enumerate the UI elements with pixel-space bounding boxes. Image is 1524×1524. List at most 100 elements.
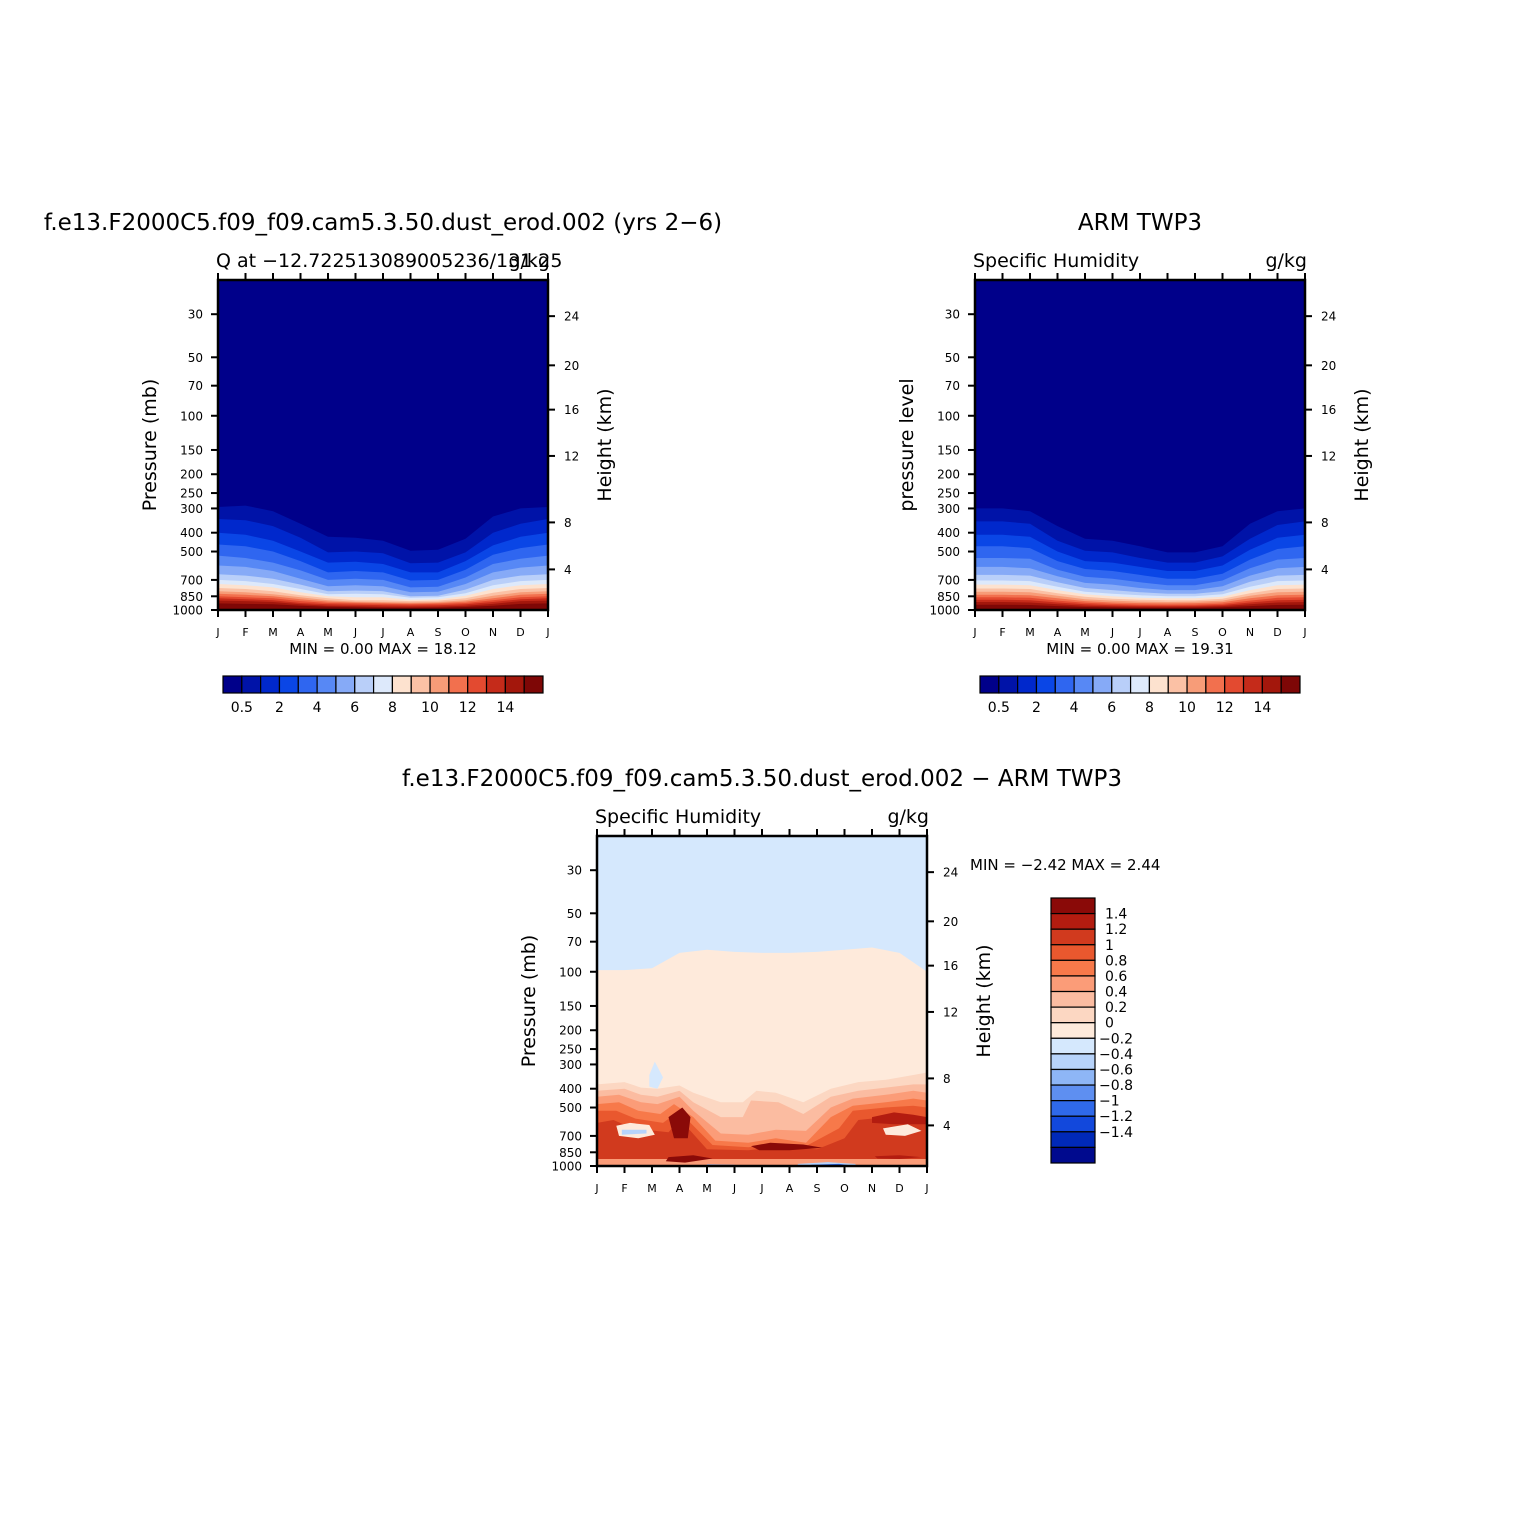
- x-tick-label: F: [621, 1182, 627, 1195]
- colorbar-swatch: [1050, 1115, 1096, 1133]
- colorbar-swatch: [1050, 912, 1096, 930]
- x-tick-label: N: [868, 1182, 876, 1195]
- contour-band: [751, 1142, 823, 1151]
- colorbar-label: 1.4: [1105, 907, 1127, 923]
- x-tick-label: O: [461, 626, 470, 639]
- colorbar-swatch: [1205, 675, 1226, 694]
- y-tick-label: 500: [559, 1101, 582, 1115]
- y-tick-label: 300: [559, 1058, 582, 1072]
- colorbar-swatch: [1129, 675, 1151, 694]
- x-tick-label: J: [353, 626, 357, 639]
- contour-band: [668, 1107, 691, 1139]
- y-tick-label: 400: [559, 1082, 582, 1096]
- y-tick-label: 150: [559, 999, 582, 1013]
- y-tick-label: 1000: [929, 604, 960, 618]
- y-tick-label: 850: [559, 1146, 582, 1160]
- y-right-tick-label: 24: [1321, 310, 1336, 324]
- colorbar-swatch: [1050, 1053, 1096, 1071]
- x-tick-label: J: [1137, 626, 1141, 639]
- y-axis-label-right: Height (km): [973, 944, 995, 1057]
- x-tick-label: M: [1025, 626, 1035, 639]
- x-tick-label: J: [732, 1182, 736, 1195]
- y-tick-label: 250: [180, 487, 203, 501]
- contour-band: [975, 604, 1305, 610]
- x-tick-label: M: [268, 626, 278, 639]
- y-tick-label: 1000: [172, 604, 203, 618]
- colorbar-label: −0.6: [1099, 1062, 1133, 1078]
- colorbar-swatch: [485, 675, 506, 694]
- colorbar-swatch: [467, 675, 488, 694]
- colorbar-label: 1: [1105, 938, 1114, 954]
- y-tick-label: 1000: [551, 1160, 582, 1174]
- y-tick-label: 70: [567, 935, 582, 949]
- colorbar-swatch: [316, 675, 337, 694]
- colorbar-swatch: [1073, 675, 1094, 694]
- colorbar-swatch: [1050, 1146, 1096, 1164]
- panel-subtitle-right: g/kg: [887, 806, 929, 828]
- colorbar-label: −1.2: [1099, 1109, 1133, 1125]
- y-right-tick-label: 12: [564, 449, 579, 463]
- y-tick-label: 500: [937, 545, 960, 559]
- colorbar-swatch: [297, 675, 318, 694]
- y-axis-label-right: Height (km): [1351, 388, 1373, 501]
- y-tick-label: 250: [559, 1043, 582, 1057]
- colorbar-swatch: [1186, 675, 1207, 694]
- x-tick-label: A: [1054, 626, 1062, 639]
- colorbar-swatch: [278, 675, 299, 694]
- colorbar-swatch: [1167, 675, 1188, 694]
- field-2: [597, 836, 927, 1166]
- x-tick-label: J: [1110, 626, 1114, 639]
- x-tick-label: N: [1246, 626, 1254, 639]
- x-tick-label: S: [435, 626, 442, 639]
- min-max-text: MIN = 0.00 MAX = 18.12: [289, 640, 476, 658]
- y-tick-label: 70: [188, 379, 203, 393]
- y-tick-label: 700: [937, 573, 960, 587]
- y-tick-label: 500: [180, 545, 203, 559]
- panel-subtitle-right: g/kg: [508, 250, 550, 272]
- y-tick-label: 30: [188, 308, 203, 322]
- colorbar-swatch: [979, 675, 1000, 694]
- y-right-tick-label: 20: [1321, 359, 1336, 373]
- x-tick-label: D: [895, 1182, 903, 1195]
- colorbar-swatch: [1050, 975, 1096, 993]
- contour-band: [649, 1061, 663, 1089]
- y-axis-label: Pressure (mb): [518, 935, 540, 1068]
- y-right-tick-label: 8: [943, 1072, 951, 1086]
- y-right-tick-label: 4: [943, 1119, 951, 1133]
- colorbar-swatch: [1050, 1006, 1096, 1024]
- x-tick-label: F: [999, 626, 1005, 639]
- colorbar-2: 1.41.210.80.60.40.20−0.2−0.4−0.6−0.8−1−1…: [1050, 897, 1133, 1164]
- x-tick-label: M: [702, 1182, 712, 1195]
- y-axis-label: pressure level: [896, 378, 918, 511]
- x-tick-label: N: [489, 626, 497, 639]
- colorbar-swatch: [410, 675, 431, 694]
- colorbar-label: −0.8: [1099, 1078, 1133, 1094]
- colorbar-swatch: [1050, 1100, 1096, 1117]
- colorbar-swatch: [1242, 675, 1263, 694]
- colorbar-swatch: [335, 675, 356, 694]
- y-tick-label: 700: [559, 1129, 582, 1143]
- y-right-tick-label: 4: [1321, 563, 1329, 577]
- colorbar-label: −0.4: [1099, 1047, 1133, 1063]
- colorbar-label: 2: [1032, 700, 1041, 716]
- panel-subtitle-left: Q at −12.722513089005236/131.25: [216, 250, 562, 272]
- x-tick-label: J: [380, 626, 384, 639]
- colorbar-swatch: [1050, 897, 1096, 915]
- colorbar-swatch: [391, 675, 412, 694]
- panel-subtitle-left: Specific Humidity: [973, 250, 1139, 272]
- y-right-tick-label: 12: [943, 1005, 958, 1019]
- colorbar-label: −0.2: [1099, 1031, 1133, 1047]
- y-right-tick-label: 20: [943, 915, 958, 929]
- axes-2: J F M A M J J A S O N D J305070100150200250300400500…: [402, 766, 1122, 1195]
- colorbar-swatch: [998, 675, 1019, 694]
- panel-title: f.e13.F2000C5.f09_f09.cam5.3.50.dust_ero…: [44, 210, 722, 236]
- colorbar-label: 1.2: [1105, 922, 1127, 938]
- y-tick-label: 100: [559, 965, 582, 979]
- colorbar-swatch: [1111, 675, 1132, 694]
- colorbar-swatch: [1280, 675, 1301, 694]
- x-tick-label: J: [545, 626, 549, 639]
- y-tick-label: 50: [188, 351, 203, 365]
- colorbar-swatch: [372, 675, 394, 694]
- x-tick-label: A: [1164, 626, 1172, 639]
